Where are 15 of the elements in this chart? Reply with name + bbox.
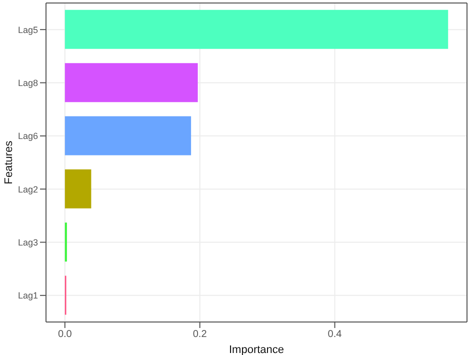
x-tick-label: 0.4 <box>328 329 342 340</box>
y-tick-label: Lag6 <box>18 131 38 142</box>
y-tick-label: Lag3 <box>18 237 38 248</box>
bar <box>64 116 192 156</box>
bar <box>64 63 198 102</box>
bar <box>64 10 448 49</box>
x-tick-label: 0.2 <box>192 329 208 340</box>
x-axis-title: Importance <box>228 344 284 355</box>
x-tick-label: 0.0 <box>58 329 72 340</box>
y-tick-label: Lag5 <box>18 24 38 35</box>
y-tick-label: Lag8 <box>18 78 38 88</box>
y-tick-label: Lag2 <box>18 184 38 194</box>
bar <box>64 169 92 208</box>
y-axis-title: Features <box>2 140 15 184</box>
y-tick-label: Lag1 <box>18 290 38 301</box>
